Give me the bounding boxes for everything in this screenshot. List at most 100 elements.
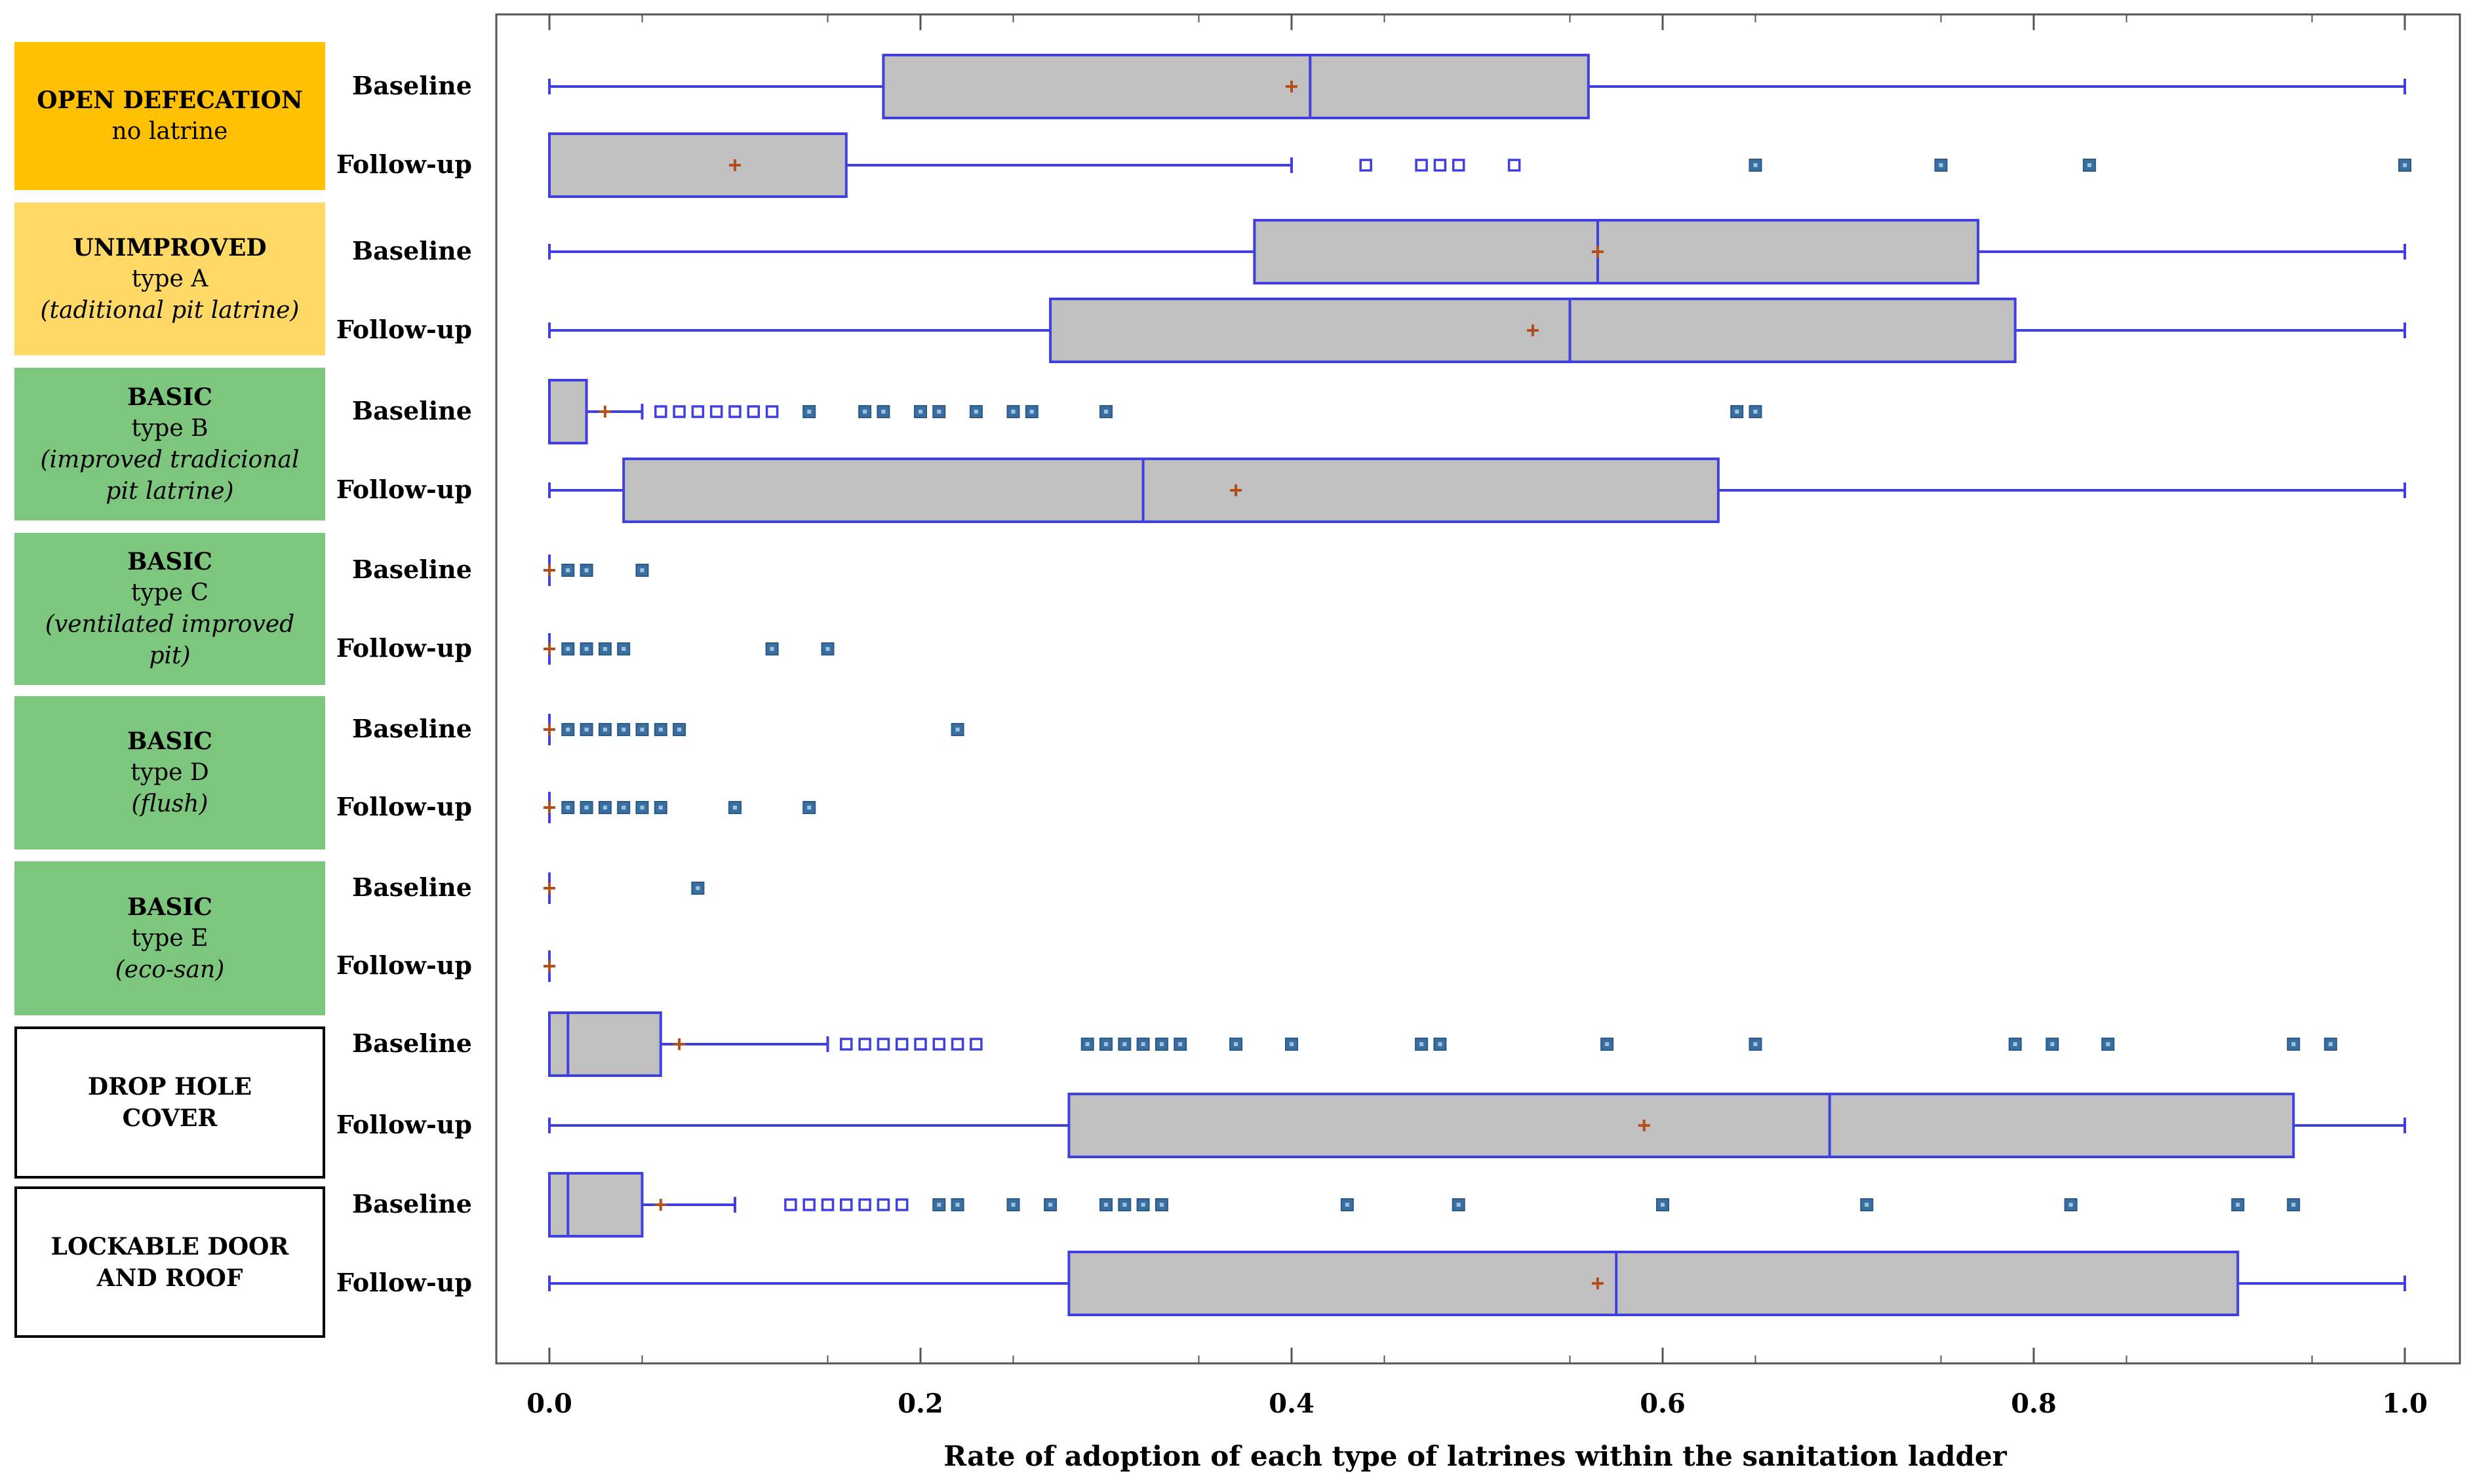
outlier-extreme-highlight bbox=[622, 647, 626, 651]
outlier-extreme-highlight bbox=[770, 647, 774, 651]
mean-marker bbox=[544, 802, 555, 813]
iqr-box bbox=[1253, 219, 1980, 284]
outlier-extreme-highlight bbox=[1661, 1203, 1665, 1207]
outlier-extreme-highlight bbox=[603, 647, 607, 651]
category-label-line: pit) bbox=[149, 642, 191, 669]
group-label: Baseline bbox=[352, 714, 472, 743]
category-box-open-defecation: OPEN DEFECATION no latrine bbox=[14, 42, 325, 190]
outlier-extreme-highlight bbox=[2236, 1203, 2240, 1207]
group-label: Follow-up bbox=[336, 1268, 472, 1297]
outlier-extreme-highlight bbox=[584, 728, 589, 732]
group-label: Follow-up bbox=[336, 792, 472, 821]
mean-marker bbox=[544, 882, 555, 894]
outlier-extreme-highlight bbox=[1605, 1042, 1610, 1046]
mean-marker bbox=[1230, 484, 1242, 496]
outlier-extreme-highlight bbox=[584, 647, 589, 651]
outlier-extreme-highlight bbox=[603, 728, 607, 732]
outlier-extreme-highlight bbox=[566, 647, 570, 651]
outlier-extreme-highlight bbox=[807, 806, 812, 810]
mean-marker bbox=[544, 960, 555, 972]
outlier-extreme-highlight bbox=[2068, 1203, 2073, 1207]
outlier-extreme-highlight bbox=[696, 886, 700, 890]
outlier-extreme-highlight bbox=[2050, 1042, 2055, 1046]
outlier-extreme-highlight bbox=[1735, 410, 1739, 414]
outlier-extreme-highlight bbox=[2291, 1042, 2296, 1046]
category-label-line: (improved tradicional bbox=[40, 446, 300, 473]
outlier-extreme-highlight bbox=[2403, 163, 2407, 167]
category-label-line: type C bbox=[130, 579, 209, 606]
outlier-extreme-highlight bbox=[658, 806, 663, 810]
outlier-mild bbox=[709, 405, 723, 418]
iqr-box bbox=[882, 54, 1590, 119]
outlier-extreme-highlight bbox=[566, 728, 570, 732]
category-label-line: pit latrine) bbox=[106, 477, 234, 505]
x-tick-label: 0.8 bbox=[2011, 1388, 2057, 1419]
mean-marker bbox=[654, 1199, 667, 1211]
category-box-lockable-door-and-roof: LOCKABLE DOOR AND ROOF bbox=[14, 1186, 325, 1338]
outlier-extreme-highlight bbox=[677, 728, 682, 732]
outlier-extreme-highlight bbox=[1104, 1042, 1108, 1046]
iqr-box bbox=[548, 379, 588, 444]
group-label: Baseline bbox=[352, 1028, 472, 1058]
outlier-mild bbox=[877, 1198, 890, 1211]
outlier-extreme-highlight bbox=[1753, 410, 1758, 414]
box-plot-basic-type-d-follow-up bbox=[544, 792, 816, 823]
x-tick-label: 0.2 bbox=[898, 1388, 943, 1419]
category-label-line: BASIC bbox=[127, 893, 212, 921]
category-box-basic-type-d: BASIC type D (flush) bbox=[14, 696, 325, 849]
outlier-extreme-highlight bbox=[1234, 1042, 1238, 1046]
iqr-box bbox=[548, 1172, 644, 1238]
group-label: Baseline bbox=[352, 236, 472, 265]
outlier-mild bbox=[747, 405, 761, 418]
outlier-mild bbox=[1507, 159, 1521, 172]
outlier-extreme-highlight bbox=[584, 806, 589, 810]
x-tick-label: 0.4 bbox=[1269, 1388, 1315, 1419]
outlier-extreme-highlight bbox=[825, 647, 830, 651]
mean-marker bbox=[544, 564, 555, 576]
outlier-mild bbox=[895, 1198, 909, 1211]
outlier-extreme-highlight bbox=[1419, 1042, 1424, 1046]
outlier-extreme-highlight bbox=[1141, 1203, 1145, 1207]
outlier-extreme-highlight bbox=[603, 806, 607, 810]
outlier-extreme-highlight bbox=[640, 568, 644, 572]
outlier-extreme-highlight bbox=[733, 806, 737, 810]
outlier-extreme-highlight bbox=[566, 806, 570, 810]
box-plot-lockable-door-and-roof-follow-up bbox=[548, 1251, 2406, 1316]
outlier-extreme-highlight bbox=[1753, 1042, 1758, 1046]
box-plot-open-defecation-baseline bbox=[548, 54, 2406, 119]
outlier-mild bbox=[914, 1038, 927, 1051]
outlier-mild bbox=[1415, 159, 1428, 172]
outlier-extreme-highlight bbox=[640, 728, 644, 732]
category-label-line: OPEN DEFECATION bbox=[37, 87, 303, 114]
outlier-mild bbox=[728, 405, 742, 418]
outlier-mild bbox=[970, 1038, 983, 1051]
category-label-line: COVER bbox=[122, 1104, 218, 1132]
outlier-mild bbox=[1433, 159, 1447, 172]
mean-marker bbox=[1638, 1120, 1650, 1131]
category-box-basic-type-c: BASIC type C (ventilated improved pit) bbox=[14, 533, 325, 685]
outlier-extreme-highlight bbox=[640, 806, 644, 810]
outlier-extreme-highlight bbox=[955, 1203, 960, 1207]
outlier-extreme-highlight bbox=[1159, 1203, 1164, 1207]
outlier-mild bbox=[1359, 159, 1372, 172]
category-box-unimproved-type-a: UNIMPROVED type A (taditional pit latrine) bbox=[14, 203, 325, 355]
outlier-extreme-highlight bbox=[1011, 1203, 1016, 1207]
outlier-extreme-highlight bbox=[566, 568, 570, 572]
outlier-mild bbox=[654, 405, 667, 418]
outlier-extreme-highlight bbox=[1939, 163, 1943, 167]
x-tick-label: 1.0 bbox=[2382, 1388, 2428, 1419]
category-box-drop-hole-cover: DROP HOLE COVER bbox=[14, 1026, 325, 1179]
outlier-extreme-highlight bbox=[622, 728, 626, 732]
mean-marker bbox=[1591, 1278, 1604, 1289]
group-label: Follow-up bbox=[336, 1110, 472, 1139]
outlier-extreme-highlight bbox=[881, 410, 886, 414]
x-tick-label: 0.0 bbox=[526, 1388, 572, 1419]
category-label-line: (flush) bbox=[131, 791, 208, 817]
x-tick-label: 0.6 bbox=[1640, 1388, 1686, 1419]
outlier-mild bbox=[932, 1038, 946, 1051]
iqr-box bbox=[622, 458, 1720, 523]
category-box-basic-type-e: BASIC type E (eco-san) bbox=[14, 861, 325, 1015]
outlier-extreme-highlight bbox=[2291, 1203, 2296, 1207]
outlier-extreme-highlight bbox=[919, 410, 922, 414]
outlier-extreme-highlight bbox=[2106, 1042, 2110, 1046]
